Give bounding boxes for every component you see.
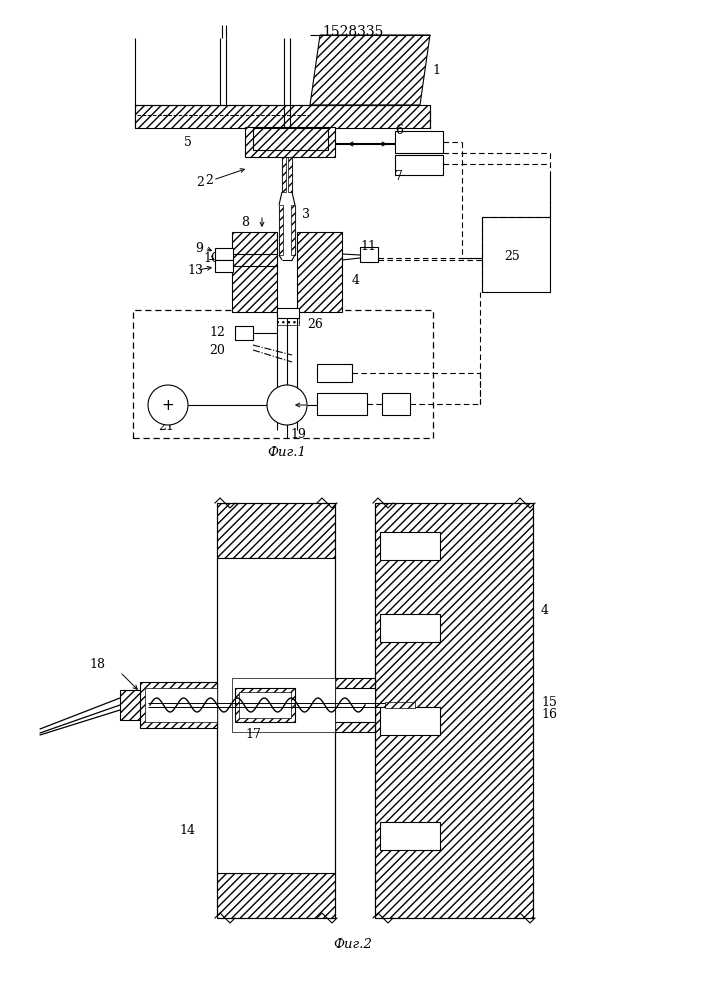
Bar <box>482 217 550 292</box>
Bar <box>335 678 375 732</box>
Text: 19: 19 <box>290 428 306 442</box>
Text: 25: 25 <box>504 250 520 263</box>
Text: Фиг.1: Фиг.1 <box>267 446 306 458</box>
Text: 10: 10 <box>203 251 219 264</box>
Bar <box>297 232 342 312</box>
Bar <box>245 127 335 157</box>
Text: 6: 6 <box>395 124 403 137</box>
Bar <box>235 326 253 340</box>
Bar <box>277 308 299 318</box>
Bar <box>235 688 295 722</box>
Text: 22: 22 <box>329 404 345 418</box>
Text: 2: 2 <box>205 174 213 186</box>
Bar <box>279 205 283 255</box>
Bar <box>277 317 299 325</box>
Bar <box>385 702 415 708</box>
Text: 23: 23 <box>386 404 402 418</box>
Bar <box>282 157 286 192</box>
Bar <box>239 692 291 718</box>
Bar <box>232 232 277 312</box>
Bar <box>133 310 433 438</box>
Bar <box>335 688 375 722</box>
Text: 18: 18 <box>89 658 105 672</box>
Bar <box>145 688 217 722</box>
Bar <box>317 364 352 382</box>
Polygon shape <box>310 35 430 105</box>
Bar <box>217 873 335 918</box>
Text: 7: 7 <box>395 169 403 182</box>
Text: 8: 8 <box>241 217 249 230</box>
Bar <box>382 393 410 415</box>
Bar <box>380 614 440 642</box>
Text: 14: 14 <box>179 824 195 836</box>
Bar <box>253 128 328 150</box>
Text: 13: 13 <box>187 263 203 276</box>
Text: 1: 1 <box>432 64 440 77</box>
Bar <box>380 822 440 850</box>
Bar <box>215 248 233 260</box>
Text: +: + <box>162 397 175 412</box>
Text: 4: 4 <box>541 603 549 616</box>
Bar <box>215 260 233 272</box>
Text: 20: 20 <box>209 344 225 357</box>
Text: 21: 21 <box>158 420 174 434</box>
Bar <box>288 157 292 192</box>
Text: 3: 3 <box>302 209 310 222</box>
Bar <box>380 532 440 560</box>
Bar <box>291 205 295 255</box>
Text: 16: 16 <box>541 708 557 722</box>
Bar <box>395 155 443 175</box>
Text: 11: 11 <box>360 239 376 252</box>
Text: 9: 9 <box>195 241 203 254</box>
Text: 12: 12 <box>209 326 225 338</box>
Text: 2: 2 <box>196 176 204 188</box>
Bar <box>217 503 335 558</box>
Text: 5: 5 <box>184 136 192 149</box>
Text: 1528335: 1528335 <box>322 25 384 39</box>
Bar <box>135 105 430 128</box>
Text: Фиг.2: Фиг.2 <box>334 938 373 952</box>
Bar <box>140 682 217 728</box>
Text: 26: 26 <box>307 318 323 330</box>
Text: 15: 15 <box>541 696 557 708</box>
Bar <box>360 247 378 262</box>
Text: 24: 24 <box>322 371 338 384</box>
Circle shape <box>267 385 307 425</box>
Bar <box>232 678 335 732</box>
Bar <box>395 131 443 153</box>
Circle shape <box>148 385 188 425</box>
Bar <box>380 707 440 735</box>
Bar <box>317 393 367 415</box>
Bar <box>375 503 533 918</box>
Text: 4: 4 <box>352 273 360 286</box>
Bar <box>217 558 335 873</box>
Bar <box>120 690 140 720</box>
Text: 17: 17 <box>245 728 261 742</box>
